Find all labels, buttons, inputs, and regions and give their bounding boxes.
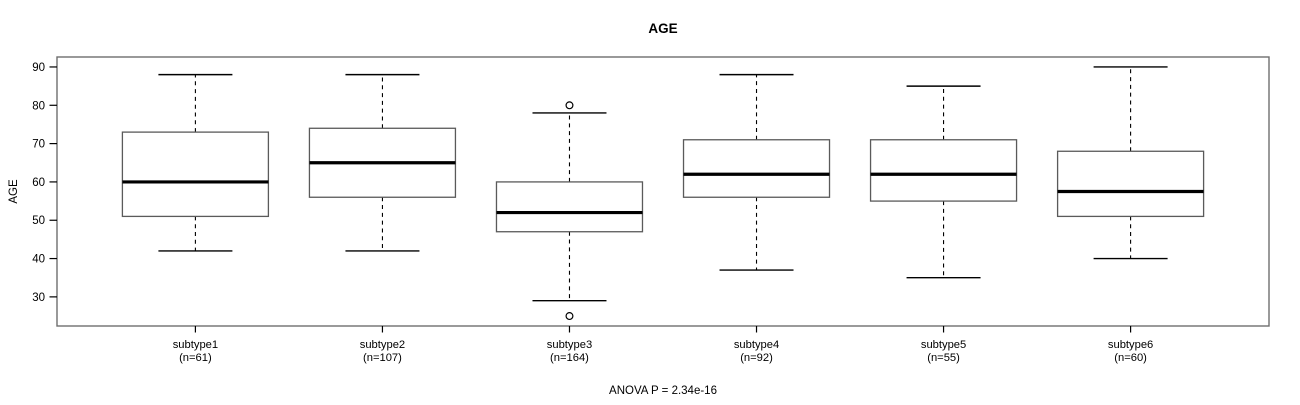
x-n-label-subtype6: (n=60) — [1114, 352, 1147, 364]
outlier-subtype3-1 — [565, 312, 574, 321]
x-n-label-subtype2: (n=107) — [363, 352, 402, 364]
box-subtype4 — [682, 139, 831, 198]
y-tick-label-80: 80 — [32, 100, 45, 112]
y-tick-label-30: 30 — [32, 292, 45, 304]
box-subtype1 — [121, 131, 270, 218]
box-subtype3 — [495, 181, 644, 233]
box-subtype5 — [869, 139, 1018, 202]
y-tick-label-70: 70 — [32, 139, 45, 151]
x-n-label-subtype5: (n=55) — [927, 352, 960, 364]
box-subtype6 — [1056, 150, 1205, 218]
y-axis-title: AGE — [8, 179, 20, 204]
chart-title: AGE — [648, 21, 677, 36]
x-label-subtype4: subtype4 — [734, 339, 779, 351]
anova-caption: ANOVA P = 2.34e-16 — [609, 385, 717, 397]
x-label-subtype1: subtype1 — [173, 339, 218, 351]
x-n-label-subtype1: (n=61) — [179, 352, 212, 364]
x-label-subtype3: subtype3 — [547, 339, 592, 351]
plot-frame — [56, 56, 1270, 327]
x-label-subtype5: subtype5 — [921, 339, 966, 351]
x-label-subtype6: subtype6 — [1108, 339, 1153, 351]
y-tick-label-50: 50 — [32, 215, 45, 227]
y-tick-label-90: 90 — [32, 62, 45, 74]
y-tick-label-60: 60 — [32, 177, 45, 189]
y-tick-label-40: 40 — [32, 254, 45, 266]
x-label-subtype2: subtype2 — [360, 339, 405, 351]
outlier-subtype3-0 — [565, 101, 574, 110]
x-n-label-subtype4: (n=92) — [740, 352, 773, 364]
plot-layer: 30405060708090subtype1(n=61)subtype2(n=1… — [32, 56, 1270, 364]
x-n-label-subtype3: (n=164) — [550, 352, 589, 364]
